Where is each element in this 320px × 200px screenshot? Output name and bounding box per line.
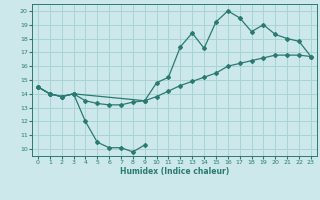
X-axis label: Humidex (Indice chaleur): Humidex (Indice chaleur) <box>120 167 229 176</box>
